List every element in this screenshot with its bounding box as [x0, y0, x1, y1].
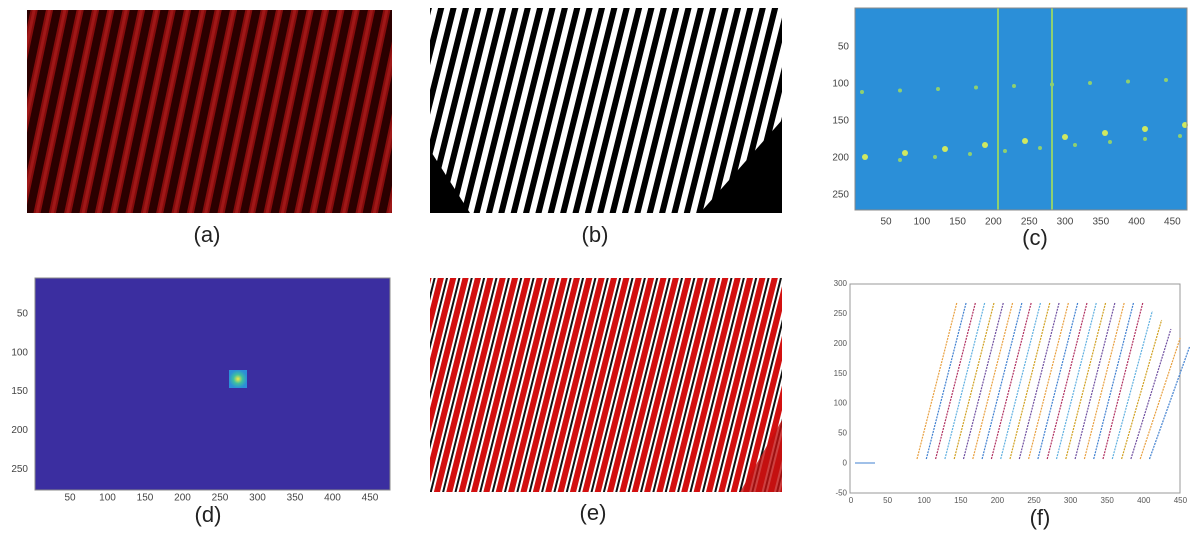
x-tick-label: 300 — [1064, 496, 1078, 505]
peak — [1073, 143, 1077, 147]
peak — [942, 146, 948, 152]
x-tick-label: 400 — [1137, 496, 1151, 505]
y-tick-label: 50 — [17, 309, 29, 320]
peak — [1143, 137, 1147, 141]
image-a-shade — [27, 10, 392, 213]
y-tick-label: 200 — [832, 153, 849, 164]
x-tick-label: 450 — [362, 493, 379, 504]
y-tick-label: 0 — [843, 459, 848, 468]
x-tick-label: 200 — [985, 217, 1002, 228]
y-tick-label: 150 — [832, 116, 849, 127]
peak — [1022, 138, 1028, 144]
x-tick-label: 350 — [1092, 217, 1109, 228]
peak — [1038, 146, 1042, 150]
x-tick-label: 450 — [1174, 496, 1188, 505]
panel-label: (e) — [580, 500, 607, 525]
peak — [1178, 134, 1182, 138]
y-tick-label: 300 — [834, 279, 848, 288]
x-tick-label: 150 — [954, 496, 968, 505]
panel-label: (d) — [195, 502, 222, 527]
panel-label: (b) — [582, 222, 609, 247]
peak — [1164, 78, 1168, 82]
y-tick-label: 200 — [11, 425, 28, 436]
x-tick-label: 50 — [880, 217, 892, 228]
peak — [933, 155, 937, 159]
image-e — [430, 278, 782, 492]
x-tick-label: 250 — [212, 493, 229, 504]
x-tick-label: 100 — [913, 217, 930, 228]
figure: (a) (b) (c) (d) (e) (f) 50 100 150 200 250 30… — [0, 0, 1196, 538]
x-tick-label: 250 — [1027, 496, 1041, 505]
peak — [862, 154, 868, 160]
peak — [936, 87, 940, 91]
peak — [1108, 140, 1112, 144]
y-tick-label: 100 — [11, 347, 28, 358]
x-tick-label: 150 — [949, 217, 966, 228]
x-tick-label: 350 — [1101, 496, 1115, 505]
peak — [1062, 134, 1068, 140]
y-tick-label: -50 — [835, 488, 847, 497]
panel-label: (a) — [194, 222, 221, 247]
panel-label: (f) — [1030, 505, 1051, 530]
peak — [1142, 126, 1148, 132]
filter-image — [35, 278, 390, 490]
y-tick-label: 150 — [11, 386, 28, 397]
peak — [860, 90, 864, 94]
x-tick-label: 300 — [249, 493, 266, 504]
y-tick-label: 250 — [832, 190, 849, 201]
y-tick-label: 250 — [834, 309, 848, 318]
y-tick-label: 200 — [834, 339, 848, 348]
x-tick-label: 250 — [1021, 217, 1038, 228]
peak — [974, 86, 978, 90]
x-tick-label: 450 — [1164, 217, 1181, 228]
peak — [898, 158, 902, 162]
x-tick-label: 100 — [918, 496, 932, 505]
peak — [902, 150, 908, 156]
filter-peak — [229, 370, 247, 388]
x-tick-label: 50 — [64, 493, 76, 504]
peak — [898, 89, 902, 93]
peak — [1012, 84, 1016, 88]
x-tick-label: 350 — [287, 493, 304, 504]
panel-label: (c) — [1022, 225, 1048, 250]
x-tick-label: 200 — [991, 496, 1005, 505]
spectrum-image — [855, 8, 1187, 210]
x-tick-label: 400 — [324, 493, 341, 504]
peak — [968, 152, 972, 156]
peak — [1088, 81, 1092, 85]
y-tick-label: 100 — [834, 399, 848, 408]
x-tick-label: 300 — [1057, 217, 1074, 228]
y-tick-label: 100 — [832, 79, 849, 90]
y-tick-label: 50 — [838, 42, 850, 53]
y-tick-label: 50 — [838, 429, 847, 438]
x-tick-label: 150 — [137, 493, 154, 504]
x-tick-label: 50 — [883, 496, 892, 505]
peak — [1003, 149, 1007, 153]
peak — [982, 142, 988, 148]
x-tick-label: 200 — [174, 493, 191, 504]
y-tick-label: 250 — [11, 464, 28, 475]
y-tick-label: 150 — [834, 369, 848, 378]
peak — [1102, 130, 1108, 136]
peak — [1126, 80, 1130, 84]
x-tick-label: 100 — [99, 493, 116, 504]
x-tick-label: 0 — [849, 496, 854, 505]
x-tick-label: 400 — [1128, 217, 1145, 228]
